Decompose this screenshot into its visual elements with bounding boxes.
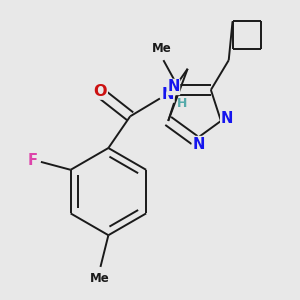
Text: F: F xyxy=(28,153,38,168)
Text: Me: Me xyxy=(90,272,109,285)
Text: H: H xyxy=(176,97,187,110)
Text: N: N xyxy=(192,136,205,152)
Text: N: N xyxy=(167,80,179,94)
Text: N: N xyxy=(221,111,233,126)
Text: N: N xyxy=(162,87,174,102)
Text: O: O xyxy=(94,84,107,99)
Text: Me: Me xyxy=(152,42,171,55)
